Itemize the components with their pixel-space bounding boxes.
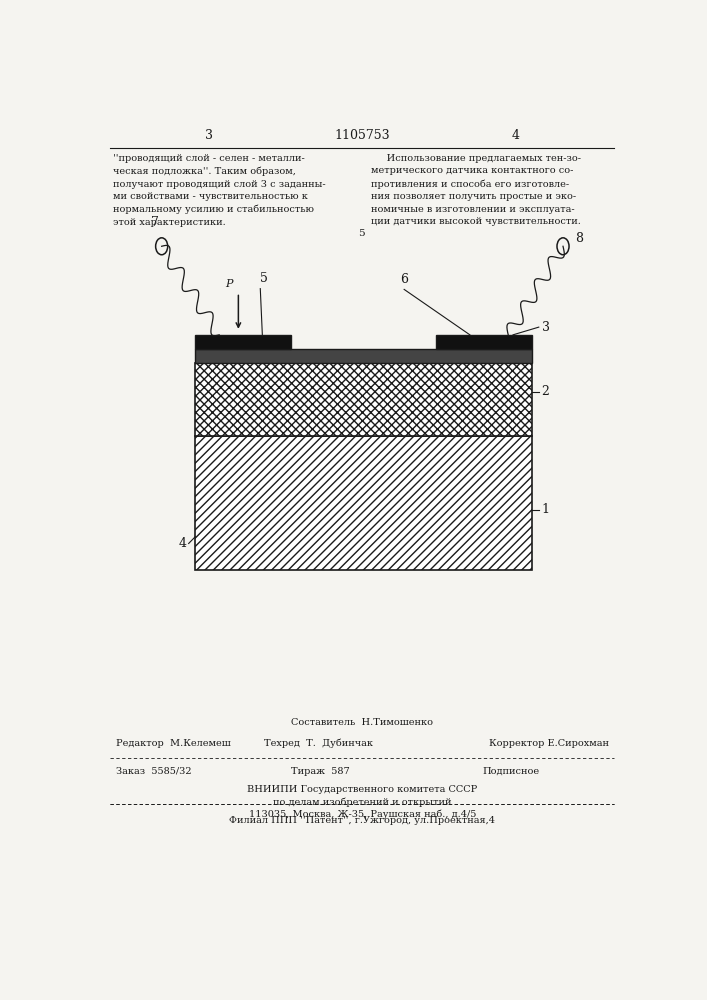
- Text: 4: 4: [512, 129, 520, 142]
- Text: 113035, Москва, Ж-35, Раушская наб., д.4/5: 113035, Москва, Ж-35, Раушская наб., д.4…: [249, 810, 476, 819]
- Text: 6: 6: [400, 273, 408, 286]
- Text: Тираж  587: Тираж 587: [291, 767, 350, 776]
- Text: 5: 5: [358, 229, 365, 238]
- Text: 4: 4: [179, 537, 187, 550]
- Text: 3: 3: [205, 129, 213, 142]
- Text: Подписное: Подписное: [483, 767, 540, 776]
- Text: ВНИИПИ Государственного комитета СССР: ВНИИПИ Государственного комитета СССР: [247, 785, 477, 794]
- Text: Техред  Т.  Дубинчак: Техред Т. Дубинчак: [264, 739, 373, 748]
- Bar: [195, 335, 291, 349]
- Text: 3: 3: [542, 321, 549, 334]
- Text: 7: 7: [151, 216, 159, 229]
- Text: 2: 2: [542, 385, 549, 398]
- Text: ''проводящий слой - селен - металли-
ческая подложка''. Таким образом,
получают : ''проводящий слой - селен - металли- чес…: [113, 154, 326, 227]
- Text: 1105753: 1105753: [334, 129, 390, 142]
- Bar: [195, 436, 532, 570]
- Text: Заказ  5585/32: Заказ 5585/32: [116, 767, 192, 776]
- Text: Редактор  М.Келемеш: Редактор М.Келемеш: [116, 739, 230, 748]
- Bar: [436, 335, 532, 349]
- Text: Составитель  Н.Тимошенко: Составитель Н.Тимошенко: [291, 718, 433, 727]
- Bar: [195, 349, 532, 363]
- Text: по делам изобретений и открытий: по делам изобретений и открытий: [273, 798, 452, 807]
- Bar: [195, 363, 532, 436]
- Text: 8: 8: [575, 232, 583, 245]
- Text: 5: 5: [260, 272, 268, 285]
- Text: 1: 1: [542, 503, 549, 516]
- Text: P: P: [225, 279, 233, 289]
- Text: Корректор Е.Сирохман: Корректор Е.Сирохман: [489, 739, 609, 748]
- Text: Использование предлагаемых тен-зо-
метрического датчика контактного со-
противле: Использование предлагаемых тен-зо- метри…: [370, 154, 580, 226]
- Text: Филиал ППП ''Патент'', г.Ужгород, ул.Проектная,4: Филиал ППП ''Патент'', г.Ужгород, ул.Про…: [229, 816, 496, 825]
